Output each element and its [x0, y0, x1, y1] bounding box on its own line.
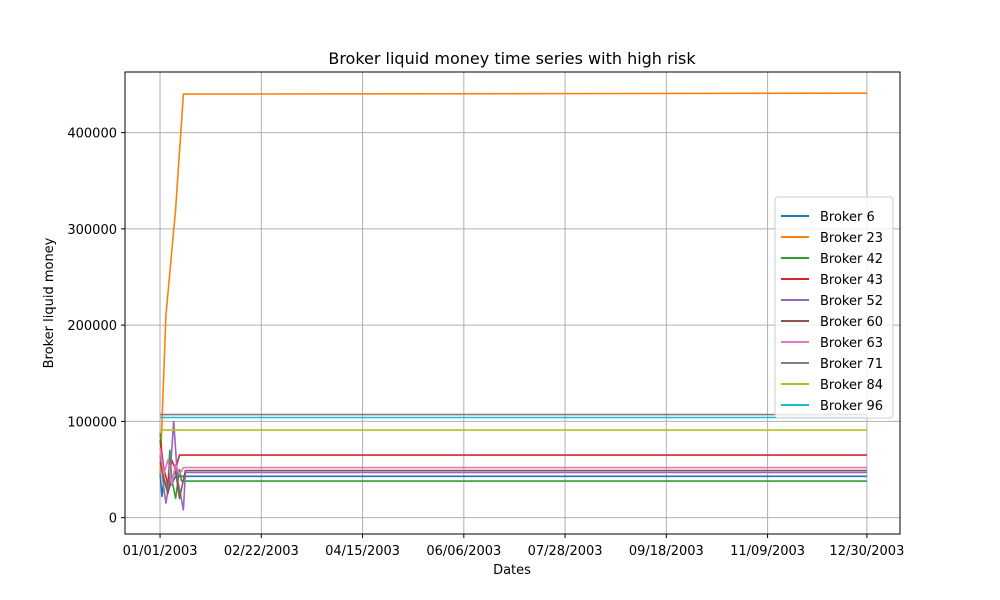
x-axis: 01/01/2003 02/22/2003 04/15/2003 06/06/2003…: [123, 534, 904, 559]
y-tick-label: 300000: [67, 223, 117, 238]
series-line-broker-52: [159, 420, 867, 511]
legend-label-broker-71: Broker 71: [820, 357, 883, 372]
y-axis: 0 100000 200000 300000 400000: [67, 127, 125, 527]
x-tick-label: 11/09/2003: [730, 544, 805, 559]
x-axis-label: Dates: [493, 563, 531, 578]
legend-label-broker-63: Broker 63: [820, 336, 883, 351]
legend: Broker 6 Broker 23 Broker 42 Broker 43 Broke…: [774, 196, 894, 419]
legend-label-broker-60: Broker 60: [820, 315, 883, 330]
y-tick-label: 0: [109, 512, 117, 527]
series-layer: [159, 92, 867, 511]
legend-label-broker-42: Broker 42: [820, 252, 883, 267]
legend-label-broker-43: Broker 43: [820, 273, 883, 288]
x-tick-label: 09/18/2003: [629, 544, 704, 559]
x-tick-label: 07/28/2003: [528, 544, 603, 559]
x-tick-label: 04/15/2003: [325, 544, 400, 559]
x-tick-label: 02/22/2003: [224, 544, 299, 559]
chart-title: Broker liquid money time series with hig…: [328, 49, 696, 68]
legend-label-broker-6: Broker 6: [820, 210, 875, 225]
legend-label-broker-84: Broker 84: [820, 378, 883, 393]
x-tick-label: 01/01/2003: [123, 544, 198, 559]
grid: [125, 72, 900, 534]
plot-frame: [124, 71, 901, 535]
x-tick-label: 06/06/2003: [426, 544, 501, 559]
y-tick-label: 200000: [67, 319, 117, 334]
legend-label-broker-23: Broker 23: [820, 231, 883, 246]
y-axis-label: Broker liquid money: [42, 237, 57, 368]
x-tick-label: 12/30/2003: [829, 544, 904, 559]
series-line-broker-63: [159, 448, 867, 485]
series-line-broker-23: [159, 92, 867, 475]
y-tick-label: 400000: [67, 127, 117, 142]
y-tick-label: 100000: [67, 415, 117, 430]
legend-label-broker-96: Broker 96: [820, 399, 883, 414]
legend-label-broker-52: Broker 52: [820, 294, 883, 309]
